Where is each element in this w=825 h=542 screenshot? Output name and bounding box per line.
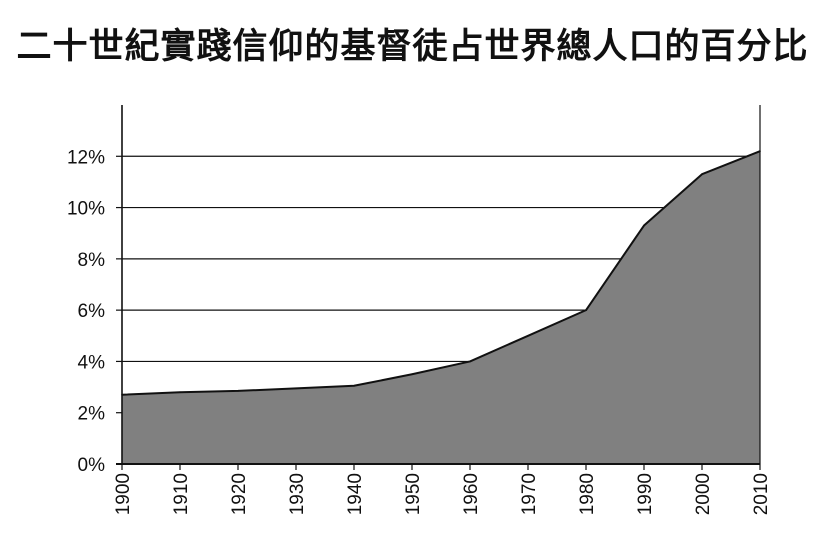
data-point-1970 [527,334,529,337]
x-tick-label-7: 1970 [519,473,540,515]
x-axis-ticks: 1900 1910 1920 1930 1940 1950 1960 1970 1980 1990… [113,464,772,515]
data-point-1950 [411,373,413,376]
data-point-1990 [643,224,645,227]
area-series [121,150,761,464]
y-tick-label-3: 6% [78,301,106,322]
y-tick-label-1: 2% [78,404,106,425]
data-point-1920 [237,390,239,392]
area-outline [121,150,761,396]
y-tick-label-0: 0% [78,455,106,476]
x-tick-label-10: 2000 [693,473,714,515]
data-point-1910 [179,391,181,394]
x-tick-label-8: 1980 [577,473,598,515]
y-axis-ticks: 0% 2% 4% 6% 8% 10% 12% [67,147,122,476]
y-tick-label-5: 10% [67,199,105,220]
x-tick-label-1: 1910 [171,473,192,515]
x-tick-label-5: 1950 [403,473,424,515]
data-point-1980 [585,309,587,311]
x-tick-label-0: 1900 [113,473,134,515]
x-tick-label-4: 1940 [345,473,366,515]
x-tick-label-11: 2010 [751,473,772,515]
y-tick-label-2: 4% [78,352,106,373]
x-tick-label-2: 1920 [229,473,250,515]
y-tick-label-6: 12% [67,147,105,168]
x-tick-label-6: 1960 [461,473,482,515]
area-fill [122,151,760,464]
chart-title: 二十世紀實踐信仰的基督徒占世界總人口的百分比 [16,27,809,67]
x-tick-label-3: 1930 [287,473,308,515]
axes [116,105,761,465]
y-tick-label-4: 8% [78,250,106,271]
data-point-1940 [353,384,355,387]
x-tick-label-9: 1990 [635,473,656,515]
data-point-1930 [295,387,297,390]
data-point-2000 [701,173,703,176]
data-point-1960 [469,360,471,363]
